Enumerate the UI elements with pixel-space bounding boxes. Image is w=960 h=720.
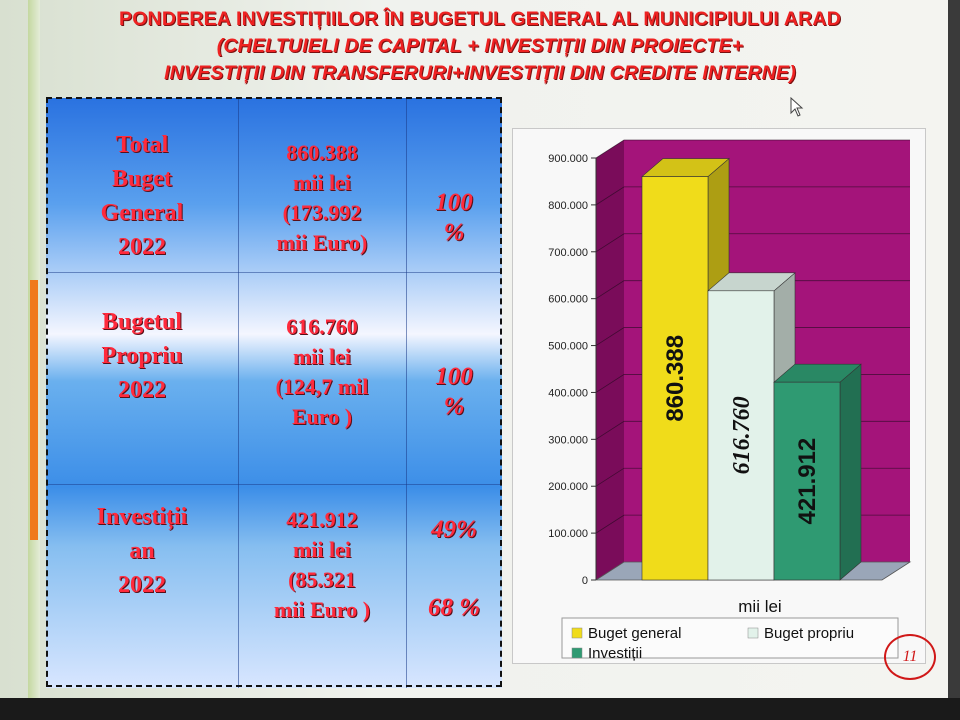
legend-swatch bbox=[571, 627, 583, 639]
orange-accent bbox=[30, 280, 38, 540]
bar-value-label: 616.760 bbox=[729, 396, 755, 474]
gridline bbox=[595, 233, 910, 253]
mouse-cursor-icon bbox=[790, 97, 804, 117]
table-row-3-percent-1: 49% bbox=[431, 516, 477, 543]
legend-item: Buget propriu bbox=[747, 625, 854, 642]
y-tick-label: 300.000 bbox=[548, 434, 588, 446]
y-tick-label: 600.000 bbox=[548, 294, 588, 306]
chart-side-wall bbox=[596, 140, 624, 580]
budget-table: Total Buget General 2022 860.388 mii lei… bbox=[46, 98, 502, 688]
gridline bbox=[595, 327, 910, 346]
table-row-1-label: Total Buget General 2022 bbox=[100, 132, 184, 260]
legend-label: Buget propriu bbox=[764, 625, 854, 642]
legend-box bbox=[561, 617, 899, 659]
table-dashed-border bbox=[46, 97, 502, 687]
legend-swatch bbox=[747, 627, 759, 639]
legend-swatch bbox=[571, 647, 583, 659]
gridline bbox=[595, 186, 910, 206]
bar-value-label: 860.388 bbox=[662, 335, 689, 422]
monitor-bezel-bottom bbox=[0, 698, 960, 720]
y-tick-label: 100.000 bbox=[548, 528, 588, 540]
page-number: 11 bbox=[884, 634, 936, 680]
legend-item: Buget general bbox=[571, 625, 681, 642]
legend-label: Buget general bbox=[588, 625, 681, 642]
bar-chart: 0 100.000 200.000 300.000 400.000 500.000 600.… bbox=[548, 139, 912, 662]
title-line-2: (CHELTUIELI DE CAPITAL + INVESTIȚII DIN … bbox=[216, 35, 744, 57]
legend-item: Investiții bbox=[571, 645, 642, 662]
table-row-3-label: Investiții an 2022 bbox=[96, 504, 188, 598]
x-axis-label: mii lei bbox=[738, 597, 781, 616]
title-line-1: PONDEREA INVESTIȚIILOR ÎN BUGETUL GENERA… bbox=[118, 8, 842, 30]
y-tick-label: 200.000 bbox=[548, 481, 588, 493]
gridline bbox=[595, 139, 910, 159]
table-row-2-label: Bugetul Propriu 2022 bbox=[101, 309, 183, 403]
bar-investi-ii: 421.912 bbox=[773, 363, 862, 581]
y-tick-label: 900.000 bbox=[548, 153, 588, 165]
slide-title: PONDEREA INVESTIȚIILOR ÎN BUGETUL GENERA… bbox=[40, 6, 920, 87]
monitor-bezel-right bbox=[948, 0, 960, 698]
table-row-1-value: 860.388 mii lei (173.992 mii Euro) bbox=[276, 140, 368, 255]
gridline bbox=[595, 280, 910, 300]
y-tick-label: 500.000 bbox=[548, 341, 588, 353]
table-row-3-value: 421.912 mii lei (85.321 mii Euro ) bbox=[273, 507, 371, 622]
y-tick-label: 800.000 bbox=[548, 200, 588, 212]
legend-label: Investiții bbox=[588, 645, 642, 662]
table-row-2-value: 616.760 mii lei (124,7 mil Euro ) bbox=[275, 314, 369, 429]
slide: PONDEREA INVESTIȚIILOR ÎN BUGETUL GENERA… bbox=[0, 0, 948, 698]
table-row-1-percent: 100 % bbox=[435, 189, 473, 246]
bar-buget-propriu: 616.760 bbox=[707, 272, 796, 581]
title-line-3: INVESTIȚII DIN TRANSFERURI+INVESTIȚII DI… bbox=[164, 62, 796, 84]
table-row-2-percent: 100 % bbox=[435, 363, 473, 420]
bar-value-label: 421.912 bbox=[794, 438, 821, 525]
y-tick-label: 0 bbox=[582, 575, 588, 587]
y-tick-label: 400.000 bbox=[548, 387, 588, 399]
table-row-3-percent-2: 68 % bbox=[427, 594, 481, 621]
y-tick-label: 700.000 bbox=[548, 247, 588, 259]
